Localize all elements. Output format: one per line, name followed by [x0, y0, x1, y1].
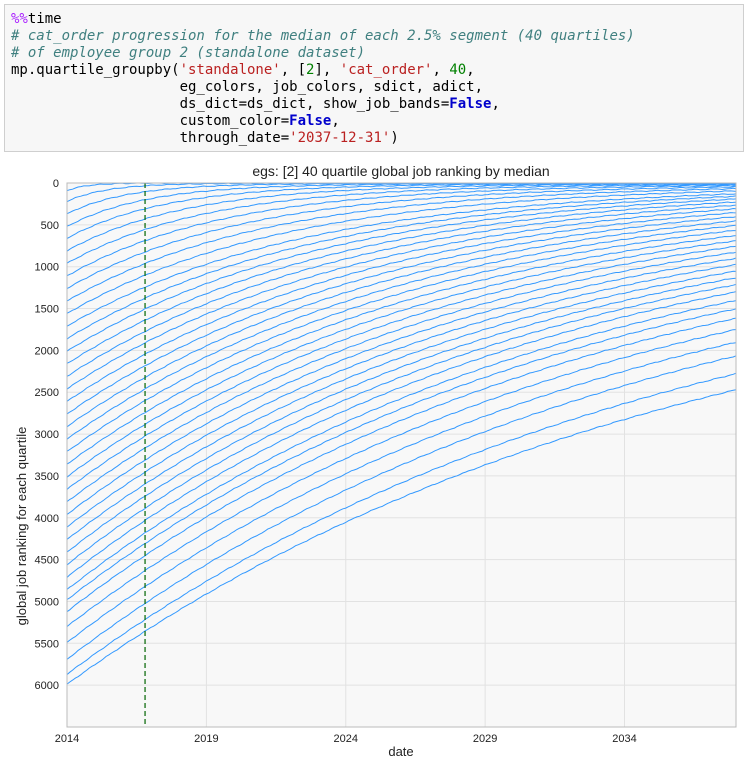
series-line [66, 204, 737, 377]
code-token: # of employee group 2 (standalone datase… [11, 45, 366, 61]
series-line [66, 230, 736, 452]
x-tick-label: 2029 [473, 733, 497, 745]
series-line [66, 300, 737, 590]
series-line [66, 212, 737, 402]
series-line [66, 186, 737, 290]
series-line [66, 216, 737, 415]
y-tick-label: 5500 [35, 638, 59, 650]
code-token: 40 [449, 62, 467, 78]
series-line [66, 251, 737, 502]
y-tick-label: 5000 [35, 596, 59, 608]
code-token: ], [314, 62, 340, 78]
code-token: , [331, 113, 340, 129]
series-line [66, 283, 737, 566]
series-line [66, 201, 737, 364]
code-token: 'standalone' [179, 62, 281, 78]
series-line [66, 187, 737, 302]
code-line: mp.quartile_groupby('standalone', [2], '… [11, 62, 635, 79]
series-line [66, 277, 737, 553]
x-tick-label: 2034 [612, 733, 636, 745]
series-line [66, 207, 737, 390]
series-line [66, 342, 737, 643]
y-tick-label: 3000 [35, 429, 59, 441]
series-line [66, 224, 737, 440]
code-line: custom_color=False, [11, 113, 635, 130]
code-token: , [491, 96, 500, 112]
y-tick-label: 6000 [35, 680, 59, 692]
series-line [66, 291, 737, 578]
y-tick-label: 1500 [35, 304, 59, 316]
code-token: # cat_order progression for the median o… [11, 28, 635, 44]
series-line [66, 263, 737, 528]
series-line [66, 235, 737, 465]
x-axis-label: date [388, 744, 413, 759]
series-line [66, 193, 737, 327]
code-line: %%time [11, 11, 635, 28]
series-line [66, 270, 737, 540]
series-line [66, 220, 737, 428]
code-token: 'cat_order' [339, 62, 433, 78]
chart-title: egs: [2] 40 quartile global job ranking … [252, 163, 549, 179]
code-token: ) [390, 130, 399, 146]
series-line [66, 183, 736, 252]
code-token: '2037-12-31' [289, 130, 391, 146]
code-token: mp.quartile_groupby( [11, 62, 180, 78]
y-tick-label: 1000 [35, 262, 59, 274]
x-tick-label: 2019 [194, 733, 218, 745]
code-token: ds_dict=ds_dict, show_job_bands= [11, 96, 450, 112]
series-line [66, 389, 737, 685]
y-tick-label: 3500 [35, 471, 59, 483]
series-line [66, 183, 737, 264]
series-line [66, 240, 737, 478]
code-line: through_date='2037-12-31') [11, 130, 635, 147]
y-tick-label: 2500 [35, 387, 59, 399]
y-tick-label: 4000 [35, 513, 59, 525]
y-tick-label: 4500 [35, 555, 59, 567]
series-line [66, 184, 737, 277]
plot-background [67, 183, 736, 727]
y-tick-label: 2000 [35, 345, 59, 357]
code-token: , [466, 62, 475, 78]
code-token: 2 [306, 62, 315, 78]
series-line [66, 372, 737, 675]
code-editor[interactable]: %%time # cat_order progression for the me… [11, 11, 635, 147]
code-token: custom_color= [11, 113, 290, 129]
chart: egs: [2] 40 quartile global job ranking … [14, 163, 737, 759]
series-line [66, 355, 737, 660]
series-line [66, 190, 737, 314]
y-tick-label: 0 [53, 178, 59, 190]
series-line [66, 245, 737, 490]
series-line [66, 317, 737, 613]
plot-frame [66, 182, 737, 728]
code-token: through_date= [11, 130, 290, 146]
code-token: , [432, 62, 450, 78]
x-tick-label: 2014 [55, 733, 79, 745]
series-line [66, 198, 737, 352]
x-tick-label: 2024 [334, 733, 358, 745]
code-token: , [ [280, 62, 307, 78]
series-line [66, 329, 737, 627]
code-token: False [289, 113, 332, 129]
code-token: eg_colors, job_colors, sdict, adict, [11, 79, 484, 95]
code-line: # of employee group 2 (standalone datase… [11, 45, 635, 62]
code-line: # cat_order progression for the median o… [11, 28, 635, 45]
plot-area: 0 500 1000 1500 2000 2500 3000 3500 4000 4500 5000… [35, 178, 737, 745]
code-token: %% [11, 11, 28, 27]
series-line [66, 195, 737, 340]
code-cell[interactable]: %%time # cat_order progression for the me… [4, 4, 744, 152]
series-line [66, 308, 737, 600]
code-token: time [27, 11, 62, 27]
code-token: False [449, 96, 492, 112]
series-line [66, 257, 737, 515]
code-line: ds_dict=ds_dict, show_job_bands=False, [11, 96, 635, 113]
y-axis-label: global job ranking for each quartile [14, 427, 29, 626]
y-tick-label: 500 [41, 220, 59, 232]
code-line: eg_colors, job_colors, sdict, adict, [11, 79, 635, 96]
